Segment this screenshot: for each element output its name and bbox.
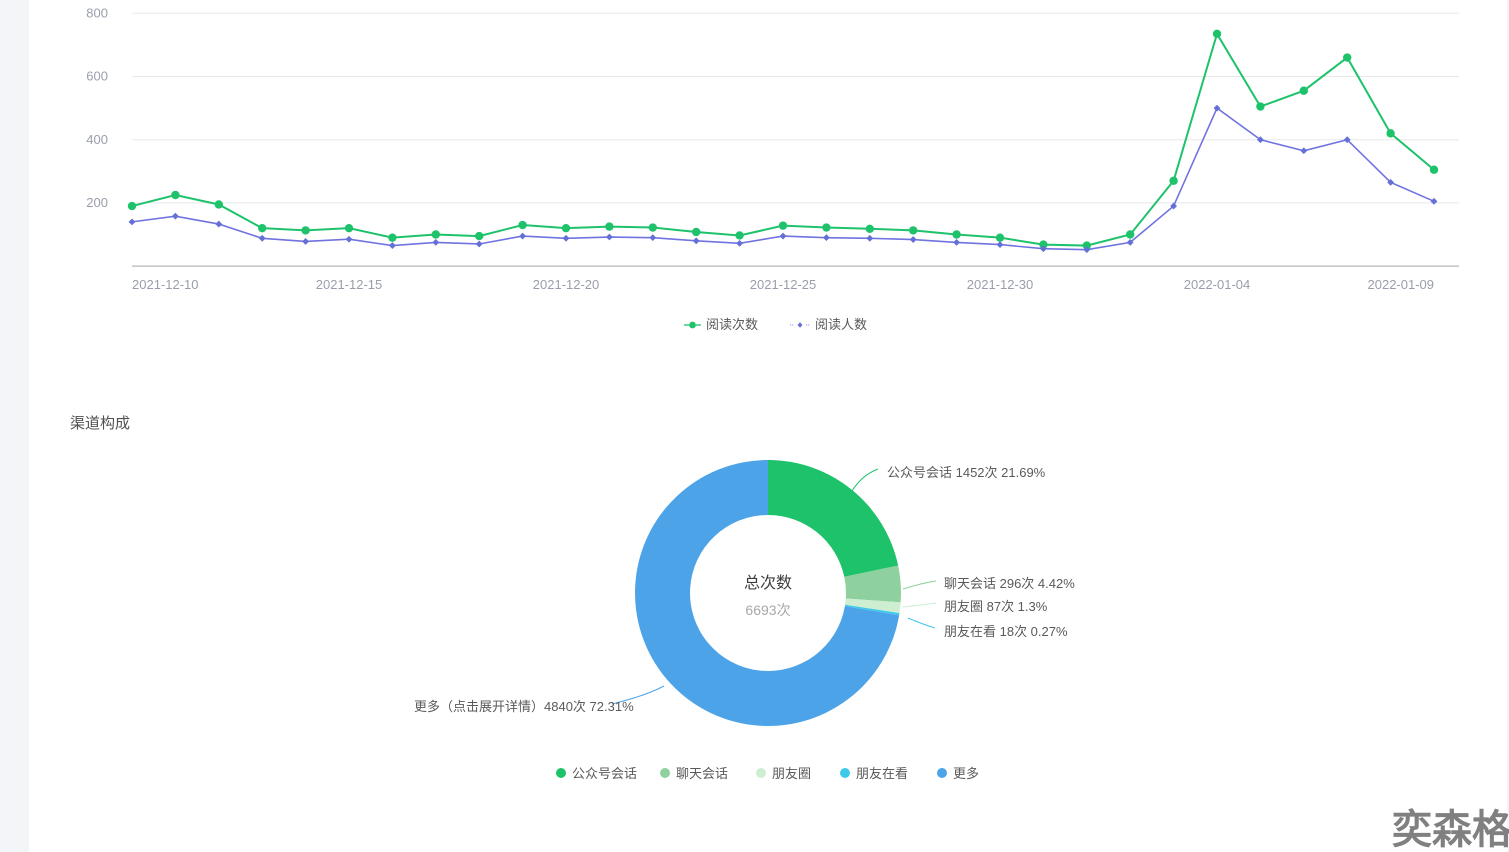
svg-text:朋友在看: 朋友在看 <box>856 766 908 781</box>
svg-text:朋友圈: 朋友圈 <box>772 766 811 781</box>
svg-text:2022-01-09: 2022-01-09 <box>1368 277 1435 292</box>
svg-text:朋友圈 87次 1.3%: 朋友圈 87次 1.3% <box>944 599 1048 614</box>
svg-text:400: 400 <box>86 132 108 147</box>
svg-text:2021-12-25: 2021-12-25 <box>750 277 817 292</box>
svg-text:200: 200 <box>86 195 108 210</box>
svg-text:2021-12-30: 2021-12-30 <box>967 277 1034 292</box>
svg-text:聊天会话 296次 4.42%: 聊天会话 296次 4.42% <box>944 576 1075 591</box>
svg-text:2021-12-20: 2021-12-20 <box>533 277 600 292</box>
svg-text:聊天会话: 聊天会话 <box>676 766 728 781</box>
svg-text:朋友在看 18次 0.27%: 朋友在看 18次 0.27% <box>944 624 1068 639</box>
svg-text:总次数: 总次数 <box>744 574 792 592</box>
svg-text:公众号会话: 公众号会话 <box>572 766 637 781</box>
svg-text:更多（点击展开详情）4840次 72.31%: 更多（点击展开详情）4840次 72.31% <box>414 699 634 714</box>
svg-text:2021-12-15: 2021-12-15 <box>316 277 383 292</box>
svg-text:600: 600 <box>86 69 108 84</box>
svg-text:2022-01-04: 2022-01-04 <box>1184 277 1251 292</box>
svg-text:更多: 更多 <box>953 766 979 781</box>
svg-text:公众号会话 1452次 21.69%: 公众号会话 1452次 21.69% <box>887 465 1046 480</box>
svg-text:6693次: 6693次 <box>745 602 790 618</box>
svg-text:800: 800 <box>86 6 108 21</box>
svg-text:阅读人数: 阅读人数 <box>815 317 867 330</box>
svg-text:阅读次数: 阅读次数 <box>706 317 758 330</box>
svg-text:2021-12-10: 2021-12-10 <box>132 277 199 292</box>
